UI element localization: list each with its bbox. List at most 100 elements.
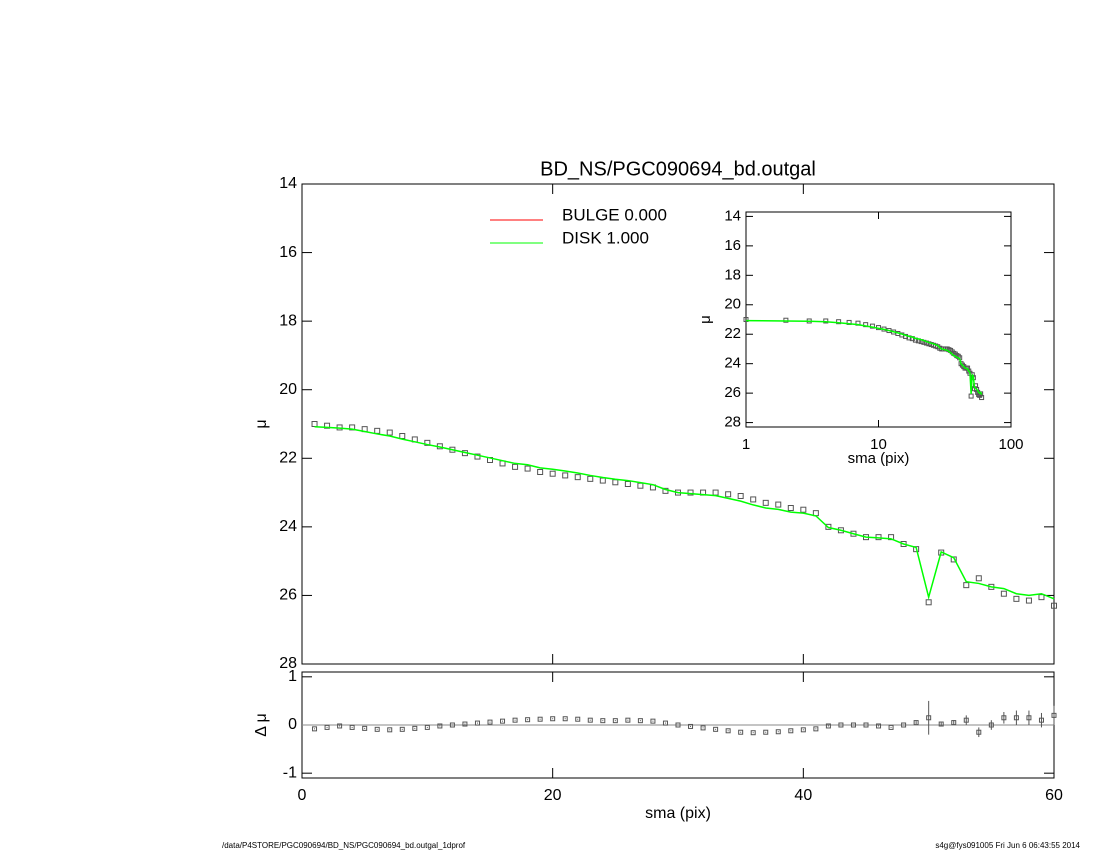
y-tick-label: 22 [724, 325, 741, 342]
data-point [762, 499, 769, 506]
residual-point [562, 716, 568, 722]
y-tick-label: 28 [724, 414, 741, 431]
y-axis-label: μ [253, 419, 270, 428]
residual-point [512, 717, 518, 723]
residual-point [775, 729, 781, 735]
x-tick-label: 1 [742, 436, 750, 453]
y-tick-label: 20 [279, 381, 297, 398]
data-point [399, 433, 406, 439]
residual-point [612, 718, 618, 724]
residual-point [963, 717, 969, 723]
data-point [574, 474, 581, 481]
residual-point [587, 717, 593, 723]
residual-point [876, 723, 882, 729]
residual-point [1051, 712, 1057, 718]
residual-point [362, 725, 368, 731]
data-point [737, 493, 744, 499]
residual-point [763, 729, 769, 735]
data-point [549, 470, 556, 477]
data-point [637, 482, 644, 489]
y-tick-label: 26 [724, 384, 741, 401]
data-point [975, 575, 982, 582]
data-point [624, 481, 631, 487]
residual-point [575, 716, 581, 722]
y-tick-label: 20 [724, 296, 741, 313]
data-point [1000, 590, 1007, 597]
residual-point [462, 721, 468, 727]
residual-point [337, 723, 343, 729]
residual-point [424, 724, 430, 730]
residual-point [700, 725, 706, 731]
data-point [743, 317, 749, 322]
data-point [787, 505, 794, 511]
residual-point [951, 720, 957, 726]
y-axis-label: μ [697, 315, 714, 324]
residual-point [813, 726, 819, 732]
data-point [825, 523, 832, 530]
data-point [474, 453, 481, 460]
residual-point [312, 726, 318, 732]
residual-point [324, 724, 330, 730]
y-tick-label: 14 [724, 207, 741, 224]
data-point [750, 496, 757, 503]
residual-point [901, 722, 907, 728]
data-point [925, 599, 932, 606]
x-axis-label: sma (pix) [645, 805, 711, 822]
data-point [712, 489, 719, 496]
data-point [386, 429, 393, 436]
residual-point [988, 722, 994, 728]
residual-point [374, 726, 380, 732]
data-point [612, 479, 619, 486]
residual-point [550, 716, 556, 722]
residual-point [349, 724, 355, 730]
residual-point [850, 722, 856, 728]
data-point [775, 501, 782, 508]
x-axis-label: sma (pix) [848, 450, 910, 467]
data-point [687, 489, 694, 496]
data-point [968, 393, 974, 399]
residual-point [688, 723, 694, 729]
data-point [424, 439, 431, 446]
x-tick-label: 100 [998, 436, 1023, 453]
model-line [314, 425, 1055, 601]
data-point [324, 422, 331, 429]
data-point [974, 386, 980, 392]
y-tick-label: 16 [279, 244, 297, 261]
data-point [512, 463, 519, 470]
residual-point [725, 728, 731, 734]
residual-point [387, 727, 393, 733]
y-axis-label: Δ μ [253, 713, 270, 736]
data-point [800, 506, 807, 513]
y-tick-label: 1 [288, 668, 297, 685]
residual-point [825, 723, 831, 729]
residual-point [913, 720, 919, 726]
y-tick-label: 24 [279, 518, 297, 535]
y-tick-label: 24 [724, 355, 741, 372]
inset-background [746, 212, 1011, 427]
data-point [537, 469, 544, 475]
x-tick-label: 60 [1045, 787, 1063, 804]
footer-right: s4g@fys091005 Fri Jun 6 06:43:55 2014 [935, 841, 1080, 850]
residual-point [625, 717, 631, 723]
residual-point [750, 730, 756, 736]
x-tick-label: 0 [298, 787, 307, 804]
data-point [374, 427, 381, 434]
y-tick-label: -1 [283, 764, 297, 781]
residual-point [976, 729, 982, 735]
y-tick-label: 14 [279, 175, 297, 192]
data-point [725, 491, 732, 498]
residual-point [713, 726, 719, 732]
legend-label: BULGE 0.000 [562, 205, 667, 224]
residual-point [537, 716, 543, 722]
residual-point [926, 715, 932, 721]
data-point [1025, 597, 1032, 604]
y-tick-label: 16 [724, 237, 741, 254]
residual-point [738, 729, 744, 735]
residual-point [1001, 715, 1007, 721]
data-point [979, 395, 985, 401]
y-tick-label: 28 [279, 655, 297, 672]
residual-point [1038, 717, 1044, 723]
chart-title: BD_NS/PGC090694_bd.outgal [540, 158, 816, 180]
residual-point [800, 727, 806, 733]
